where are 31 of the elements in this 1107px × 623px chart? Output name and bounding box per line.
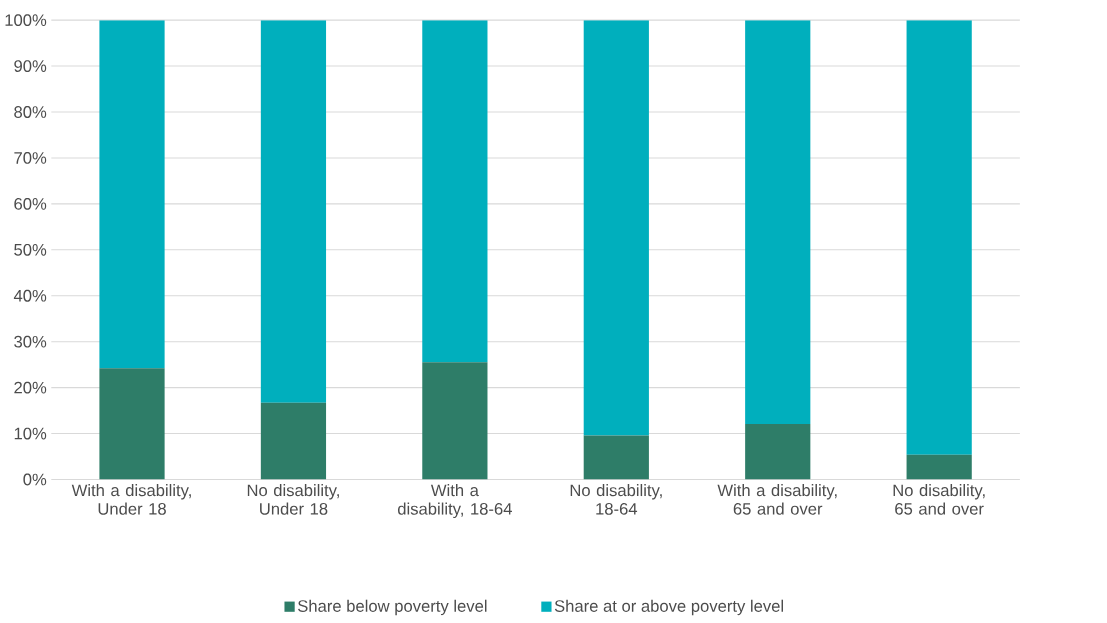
x-tick-label: With a disability, 18-64 bbox=[397, 483, 512, 518]
bar bbox=[260, 19, 327, 403]
y-tick-label: 60% bbox=[14, 197, 47, 210]
x-tick-label: With a disability, 65 and over bbox=[717, 483, 837, 515]
bar bbox=[260, 402, 327, 480]
x-tick-label: No disability, 18-64 bbox=[570, 483, 662, 515]
y-tick-label: 70% bbox=[14, 151, 47, 164]
bar bbox=[99, 19, 165, 369]
bar bbox=[906, 454, 972, 480]
bar bbox=[422, 362, 488, 480]
bar bbox=[745, 423, 811, 480]
legend-label: Share at or above poverty level bbox=[554, 599, 784, 616]
bar bbox=[906, 19, 972, 455]
x-tick-label: No disability, 65 and over bbox=[893, 483, 985, 515]
x-tick-label: No disability, Under 18 bbox=[247, 483, 339, 515]
bar bbox=[422, 19, 488, 363]
x-tick-label: With a disability, Under 18 bbox=[71, 483, 191, 515]
y-tick-label: 0% bbox=[23, 473, 47, 486]
bar bbox=[583, 435, 649, 480]
y-tick-label: 50% bbox=[14, 243, 47, 256]
y-tick-label: 30% bbox=[14, 335, 47, 348]
y-tick-label: 40% bbox=[13, 289, 47, 302]
bar bbox=[99, 368, 165, 480]
bar bbox=[583, 19, 649, 436]
y-tick-label: 10% bbox=[14, 427, 47, 440]
y-tick-label: 90% bbox=[14, 60, 47, 72]
y-tick-label: 100% bbox=[5, 14, 47, 26]
bar bbox=[745, 19, 811, 424]
y-tick-label: 20% bbox=[14, 381, 47, 394]
y-tick-label: 80% bbox=[14, 105, 47, 118]
legend-label: Share below poverty level bbox=[298, 599, 487, 616]
